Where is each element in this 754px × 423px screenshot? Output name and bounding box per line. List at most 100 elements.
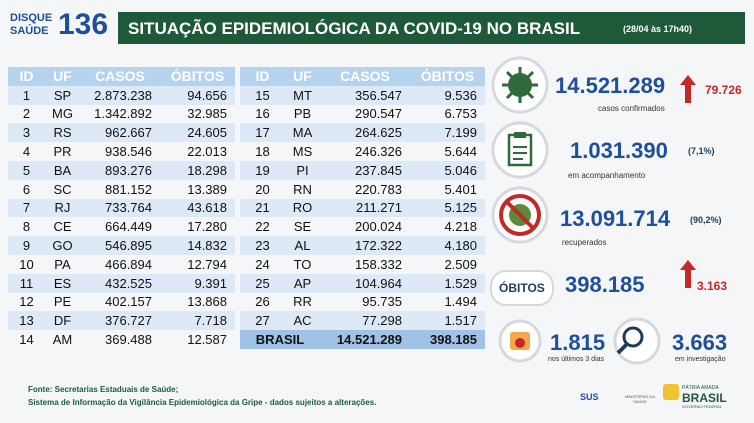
logo-text: DISQUE [10, 12, 53, 24]
table-cell: AL [294, 238, 311, 254]
column-header: ÓBITOS [420, 68, 475, 85]
table-cell: RO [292, 200, 313, 216]
table-cell: 398.185 [430, 332, 477, 348]
table-cell: 94.656 [187, 87, 227, 103]
table-row: 17 MA 264.625 7.199 [240, 123, 485, 143]
table-cell: CE [53, 219, 72, 235]
stat-caption: casos confirmados [598, 104, 665, 113]
table-cell: 237.845 [355, 162, 402, 178]
table-cell: 172.322 [355, 238, 402, 254]
table-cell: 1.517 [444, 313, 477, 329]
table-cell: 264.625 [355, 125, 402, 141]
table-cell: 9.391 [194, 275, 227, 291]
stat-label: ÓBITOS [499, 281, 545, 295]
table-cell: TO [293, 256, 312, 272]
column-header: UF [293, 68, 312, 85]
table-cell: 95.735 [362, 294, 402, 310]
table-cell: 25 [255, 275, 270, 291]
table-cell: 22.013 [187, 144, 227, 160]
table-cell: MG [52, 106, 73, 122]
table-cell: 14.832 [187, 238, 227, 254]
logo-text: SAÚDE [10, 25, 49, 37]
table-left: ID UF CASOS ÓBITOS 1 SP 2.873.238 94.656 2 MG 1.34… [8, 67, 235, 349]
table-cell: 2.873.238 [94, 87, 152, 103]
table-cell: 8 [22, 219, 31, 235]
table-row: 22 SE 200.024 4.218 [240, 217, 485, 236]
table-cell: 24.605 [187, 125, 227, 141]
table-cell: 15 [255, 87, 270, 103]
table-cell: SE [293, 219, 312, 235]
column-header: ID [255, 68, 270, 85]
table-cell: 432.525 [105, 275, 152, 291]
table-row: 9 GO 546.895 14.832 [8, 236, 235, 255]
table-row: 14 AM 369.488 12.587 [8, 330, 235, 349]
table-cell: PB [293, 106, 312, 122]
table-cell: 546.895 [105, 238, 152, 254]
table-row: 18 MS 246.326 5.644 [240, 142, 485, 161]
table-cell: RJ [54, 200, 71, 216]
table-cell: 733.764 [105, 200, 152, 216]
table-cell: 14.521.289 [336, 332, 402, 348]
table-cell: MA [292, 125, 313, 141]
column-header: CASOS [95, 68, 145, 85]
table-cell: 402.157 [105, 294, 152, 310]
table-cell: 22 [255, 219, 270, 235]
table-cell: RS [53, 125, 72, 141]
table-row: 24 TO 158.332 2.509 [240, 255, 485, 274]
table-cell: 938.546 [105, 144, 152, 160]
table-cell: 3 [22, 125, 31, 141]
table-cell: 13.868 [187, 294, 227, 310]
stat-icons [491, 56, 696, 365]
table-header: ID UF CASOS ÓBITOS [240, 67, 485, 86]
table-cell: 5.401 [444, 181, 477, 197]
table-cell: 893.276 [105, 162, 152, 178]
table-cell: AC [293, 313, 312, 329]
table-cell: BA [53, 162, 72, 178]
table-cell: 5.644 [444, 144, 477, 160]
table-cell: PE [53, 294, 72, 310]
table-row: 20 RN 220.783 5.401 [240, 180, 485, 199]
table-right: ID UF CASOS ÓBITOS 15 MT 356.547 9.536 16 PB 290.5… [240, 67, 485, 349]
footer-source: Sistema de Informação da Vigilância Epid… [28, 398, 377, 407]
table-cell: 4.218 [444, 219, 477, 235]
table-cell: BRASIL [255, 332, 305, 348]
table-row: 5 BA 893.276 18.298 [8, 160, 235, 180]
stat-value: 398.185 [565, 272, 645, 297]
table-row: 12 PE 402.157 13.868 [8, 293, 235, 312]
table-row: 15 MT 356.547 9.536 [240, 85, 485, 105]
stat-change: 79.726 [705, 83, 742, 97]
column-header: UF [53, 68, 72, 85]
logo-number: 136 [58, 8, 109, 41]
stat-percent: (7,1%) [688, 146, 715, 156]
table-cell: 5 [22, 162, 31, 178]
column-header: ÓBITOS [170, 68, 225, 85]
sus-logo: SUS [580, 392, 599, 402]
table-cell: 13 [19, 313, 34, 329]
table-cell: MT [293, 87, 312, 103]
table-cell: AP [293, 275, 312, 291]
table-cell: 5.125 [444, 200, 477, 216]
table-row: 25 AP 104.964 1.529 [240, 273, 485, 293]
table-row: 27 AC 77.298 1.517 [240, 311, 485, 331]
stat-value: 1.815 [550, 330, 606, 355]
table-cell: 7 [22, 200, 31, 216]
ministry-logo: MINISTÉRIO DA SAÚDE [624, 394, 655, 404]
table-row: 21 RO 211.271 5.125 [240, 198, 485, 218]
stat-caption: em investigação [675, 356, 726, 363]
date: (28/04 às 17h40) [623, 24, 693, 34]
table-cell: PA [54, 256, 71, 272]
table-cell: 881.152 [105, 181, 152, 197]
table-cell: 9 [22, 238, 31, 254]
gov-logo: BRASIL [682, 391, 727, 405]
table-cell: PR [53, 144, 72, 160]
column-header: ID [19, 68, 34, 85]
title-bar: SITUAÇÃO EPIDEMIOLÓGICA DA COVID-19 NO B… [118, 12, 745, 44]
table-cell: 14 [19, 332, 34, 348]
total-row: BRASIL 14.521.289 398.185 [240, 330, 485, 349]
table-header: ID UF CASOS ÓBITOS [8, 67, 235, 86]
gov-logo: GOVERNO FEDERAL [682, 404, 723, 409]
stat-value: 13.091.714 [560, 206, 671, 231]
table-cell: 369.488 [105, 332, 152, 348]
table-cell: 6.753 [444, 106, 477, 122]
